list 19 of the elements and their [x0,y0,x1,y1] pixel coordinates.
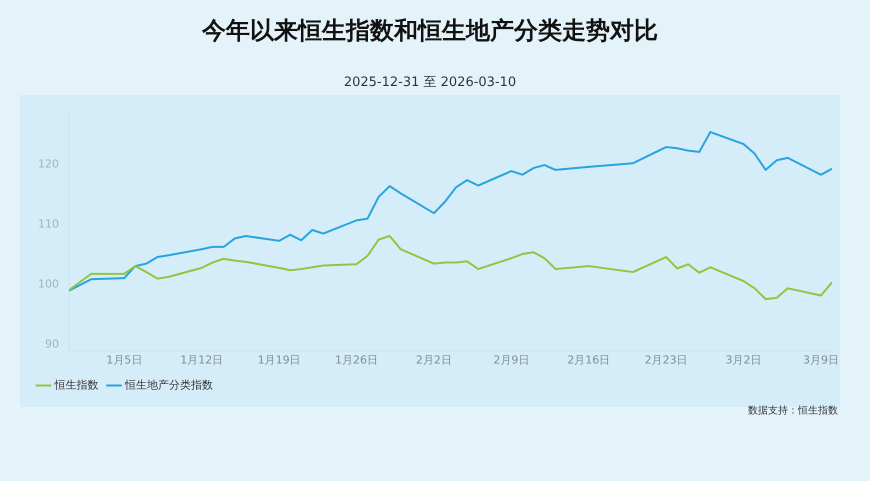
x-tick-label: 3月9日 [802,353,839,366]
x-tick-label: 3月2日 [726,353,762,366]
x-tick-label: 2月2日 [416,353,452,366]
y-tick-label: 100 [38,278,59,291]
x-tick-label: 1月5日 [106,353,142,366]
legend-label: 恒生地产分类指数 [124,378,213,392]
y-tick-label: 110 [38,217,59,230]
x-tick-label: 1月12日 [180,353,224,366]
x-tick-label: 1月19日 [258,353,301,366]
y-tick-label: 120 [38,157,59,170]
x-tick-label: 2月16日 [567,353,610,366]
x-tick-label: 1月26日 [335,353,378,366]
x-tick-label: 2月9日 [493,353,530,366]
y-tick-label: 90 [44,338,59,351]
text: 数据支持：恒生指数 [748,404,838,417]
legend-label: 恒生指数 [54,378,98,392]
x-tick-label: 2月23日 [644,353,688,366]
chart-title: 今年以来恒生指数和恒生地产分类走势对比 [201,16,658,45]
chart-subtitle: 2025-12-31 至 2026-03-10 [344,74,516,90]
